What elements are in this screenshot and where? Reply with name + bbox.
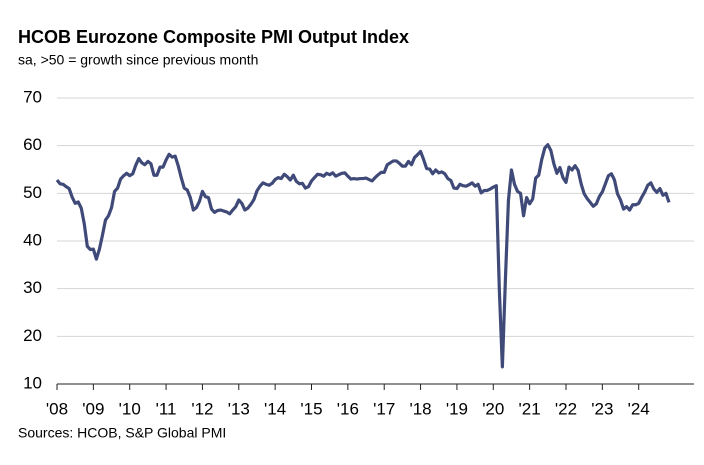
- x-tick-label: '12: [191, 399, 213, 418]
- x-tick-label: '15: [300, 399, 322, 418]
- x-tick-label: '16: [337, 399, 359, 418]
- x-tick-label: '11: [156, 399, 177, 418]
- x-tick-label: '21: [519, 399, 541, 418]
- x-tick-label: '08: [46, 399, 68, 418]
- x-tick-label: '18: [409, 399, 431, 418]
- source-note: Sources: HCOB, S&P Global PMI: [18, 425, 226, 441]
- x-tick-label: '14: [264, 399, 286, 418]
- chart-subtitle: sa, >50 = growth since previous month: [18, 52, 258, 68]
- x-tick-label: '10: [119, 399, 141, 418]
- x-tick-label: '13: [228, 399, 250, 418]
- x-tick-label: '24: [628, 399, 650, 418]
- x-tick-label: '19: [446, 399, 468, 418]
- y-tick-label: 50: [23, 183, 42, 202]
- y-tick-label: 30: [23, 278, 42, 297]
- x-tick-label: '09: [82, 399, 104, 418]
- y-tick-label: 10: [23, 373, 42, 392]
- x-tick-label: '20: [482, 399, 504, 418]
- y-tick-label: 70: [23, 87, 42, 106]
- y-tick-label: 20: [23, 326, 42, 345]
- x-tick-label: '22: [555, 399, 577, 418]
- y-tick-label: 40: [23, 230, 42, 249]
- x-tick-label: '23: [591, 399, 613, 418]
- x-tick-label: '17: [373, 399, 395, 418]
- chart-title: HCOB Eurozone Composite PMI Output Index: [18, 27, 409, 47]
- y-tick-label: 60: [23, 135, 42, 154]
- series-line: [55, 143, 671, 369]
